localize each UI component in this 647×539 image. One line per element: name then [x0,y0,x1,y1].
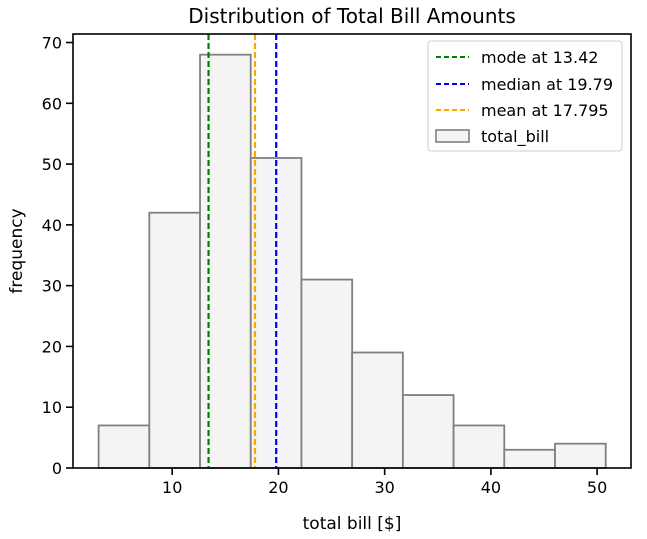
reference-lines [207,34,278,468]
legend-mode-label: mode at 13.42 [481,48,598,67]
histogram-bar [554,442,607,469]
x-tick-label: 50 [587,478,607,497]
x-axis-label: total bill [$] [303,514,402,534]
y-axis-ticks: 0 10 20 30 40 50 60 70 [42,34,73,478]
histogram-bar [503,448,556,469]
y-tick-label: 30 [42,277,62,296]
y-tick-label: 70 [42,34,62,53]
legend-total-bill-label: total_bill [481,127,549,147]
y-tick-label: 40 [42,216,62,235]
plot-frame [72,33,632,469]
y-tick-label: 0 [52,459,62,478]
x-tick-label: 40 [481,478,501,497]
histogram-bar [452,424,506,469]
y-tick-label: 20 [42,337,62,356]
y-tick-label: 60 [42,94,62,113]
x-tick-label: 20 [268,478,288,497]
histogram-bars [97,53,607,469]
x-axis-ticks: 10 20 30 40 50 [162,468,607,497]
legend-median-label: median at 19.79 [481,75,613,94]
histogram-bar [97,424,151,469]
legend-total-bill-swatch [435,129,470,143]
histogram-bar [351,351,404,469]
y-axis-label: frequency [7,208,27,293]
x-tick-label: 10 [162,478,182,497]
x-tick-label: 30 [374,478,394,497]
histogram-bar [300,278,354,469]
legend-box [427,40,623,152]
histogram-bar [148,211,201,469]
legend: mode at 13.42 median at 19.79 mean at 17… [427,40,623,152]
legend-mean-label: mean at 17.795 [481,101,609,120]
histogram-bar [401,394,455,469]
y-tick-label: 10 [42,398,62,417]
chart-title: Distribution of Total Bill Amounts [188,4,516,28]
y-tick-label: 50 [42,155,62,174]
